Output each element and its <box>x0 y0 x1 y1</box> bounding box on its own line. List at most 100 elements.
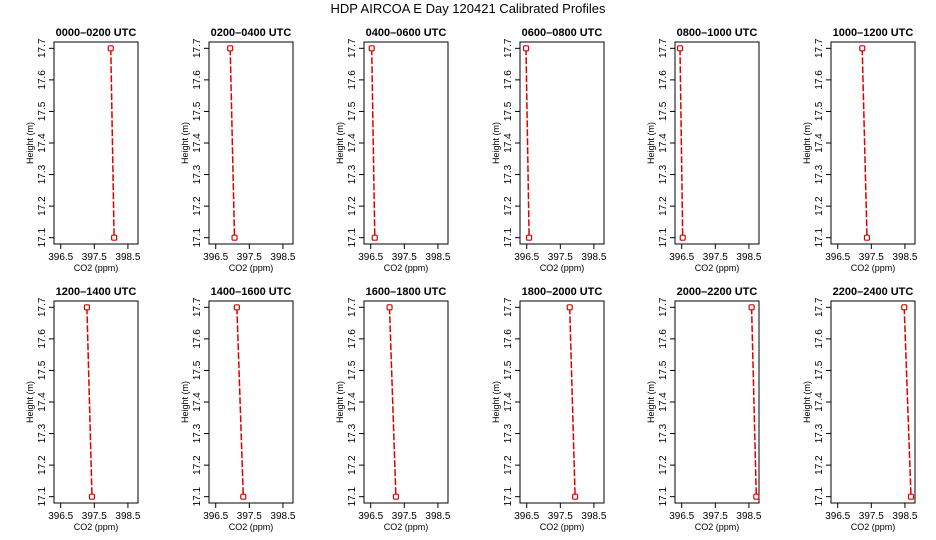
profile-panel: 2200–2400 UTC 396.5 397.5 398.5 17.1 17.2 17.3… <box>802 286 918 532</box>
data-point <box>107 45 114 52</box>
x-tick-label: 396.5 <box>825 511 850 522</box>
profile-panel: 0200–0400 UTC 396.5 397.5 398.5 17.1 17.2 17.3… <box>180 27 296 273</box>
data-point <box>233 304 240 311</box>
y-tick-label: 17.7 <box>192 297 203 317</box>
y-tick-label: 17.6 <box>503 329 514 349</box>
plot-frame <box>830 300 916 504</box>
y-tick-label: 17.6 <box>192 70 203 90</box>
x-axis-label: CO2 (ppm) <box>74 263 119 273</box>
y-axis-label: Height (m) <box>802 381 812 423</box>
data-point <box>240 493 247 500</box>
x-tick-label: 396.5 <box>514 511 539 522</box>
y-tick-label: 17.4 <box>658 133 669 153</box>
x-tick-label: 398.5 <box>425 511 450 522</box>
y-tick-label: 17.1 <box>192 228 203 248</box>
x-tick-label: 396.5 <box>825 252 850 263</box>
plot-frame <box>519 300 605 504</box>
y-tick-label: 17.4 <box>658 392 669 412</box>
plot-frame <box>519 41 605 245</box>
x-tick-label: 398.5 <box>892 252 917 263</box>
profile-line <box>86 307 93 497</box>
y-tick-label: 17.6 <box>658 329 669 349</box>
x-tick-label: 397.5 <box>237 511 262 522</box>
y-tick-label: 17.7 <box>347 297 358 317</box>
y-tick-label: 17.2 <box>814 196 825 216</box>
data-point <box>392 493 400 500</box>
y-tick-label: 17.7 <box>814 297 825 317</box>
data-point <box>368 45 375 52</box>
x-axis-label: CO2 (ppm) <box>851 522 896 532</box>
x-axis-label: CO2 (ppm) <box>229 263 274 273</box>
x-tick-label: 397.5 <box>237 252 262 263</box>
x-tick-label: 396.5 <box>669 511 694 522</box>
profile-panel: 0000–0200 UTC 396.5 397.5 398.5 17.1 17.2 17.3… <box>25 27 141 273</box>
profile-panel: 1800–2000 UTC 396.5 397.5 398.5 17.1 17.2 17.3… <box>491 286 607 532</box>
y-tick-label: 17.5 <box>503 101 514 121</box>
y-tick-label: 17.3 <box>192 164 203 184</box>
y-tick-label: 17.3 <box>503 423 514 443</box>
x-tick-label: 398.5 <box>115 511 140 522</box>
data-point <box>386 304 393 311</box>
y-tick-label: 17.3 <box>37 423 48 443</box>
profile-line <box>568 307 576 497</box>
y-tick-label: 17.2 <box>347 196 358 216</box>
profile-panel: 1400–1600 UTC 396.5 397.5 398.5 17.1 17.2 17.3… <box>180 286 296 532</box>
y-axis-label: Height (m) <box>25 122 35 164</box>
x-tick-label: 397.5 <box>392 511 417 522</box>
y-tick-label: 17.3 <box>503 164 514 184</box>
plot-frame <box>830 41 916 245</box>
data-point <box>566 304 573 311</box>
x-tick-label: 398.5 <box>581 511 606 522</box>
y-tick-label: 17.3 <box>814 164 825 184</box>
y-tick-label: 17.6 <box>658 70 669 90</box>
y-tick-label: 17.6 <box>814 70 825 90</box>
x-tick-label: 398.5 <box>115 252 140 263</box>
y-tick-label: 17.1 <box>347 487 358 507</box>
y-axis-label: Height (m) <box>335 381 345 423</box>
x-axis-label: CO2 (ppm) <box>540 522 585 532</box>
figure-title: HDP AIRCOA E Day 120421 Calibrated Profi… <box>330 1 606 16</box>
profile-line <box>861 48 868 238</box>
y-tick-label: 17.7 <box>37 38 48 58</box>
profile-panel: 1000–1200 UTC 396.5 397.5 398.5 17.1 17.2 17.3… <box>802 27 918 273</box>
y-tick-label: 17.5 <box>192 360 203 380</box>
y-tick-label: 17.2 <box>814 455 825 475</box>
y-tick-label: 17.3 <box>192 423 203 443</box>
profile-line <box>388 307 397 497</box>
panel-title: 1800–2000 UTC <box>522 286 603 298</box>
y-tick-label: 17.5 <box>658 101 669 121</box>
y-tick-label: 17.4 <box>37 392 48 412</box>
profile-panel: 0600–0800 UTC 396.5 397.5 398.5 17.1 17.2 17.3… <box>491 27 607 273</box>
data-point <box>901 304 908 311</box>
y-tick-label: 17.7 <box>37 297 48 317</box>
x-axis-label: CO2 (ppm) <box>74 522 119 532</box>
y-tick-label: 17.4 <box>503 392 514 412</box>
panel-title: 0600–0800 UTC <box>522 27 603 39</box>
x-tick-label: 398.5 <box>270 511 295 522</box>
data-point <box>522 45 530 52</box>
y-tick-label: 17.4 <box>347 133 358 153</box>
y-tick-label: 17.5 <box>658 360 669 380</box>
profile-line <box>525 48 530 238</box>
data-point <box>907 493 915 500</box>
data-point <box>572 493 579 500</box>
profile-panel: 2000–2200 UTC 396.5 397.5 398.5 17.1 17.2 17.3… <box>646 286 762 532</box>
y-tick-label: 17.7 <box>347 38 358 58</box>
y-axis-label: Height (m) <box>646 122 656 164</box>
y-tick-label: 17.7 <box>503 297 514 317</box>
y-tick-label: 17.1 <box>503 228 514 248</box>
data-point <box>753 493 760 500</box>
y-tick-label: 17.1 <box>814 487 825 507</box>
profile-line <box>236 307 245 497</box>
data-point <box>748 304 755 311</box>
x-tick-label: 397.5 <box>82 252 107 263</box>
y-tick-label: 17.3 <box>347 164 358 184</box>
x-axis-label: CO2 (ppm) <box>540 263 585 273</box>
x-axis-label: CO2 (ppm) <box>384 263 429 273</box>
y-tick-label: 17.4 <box>503 133 514 153</box>
y-tick-label: 17.2 <box>658 196 669 216</box>
data-point <box>676 45 684 52</box>
data-point <box>111 234 118 241</box>
